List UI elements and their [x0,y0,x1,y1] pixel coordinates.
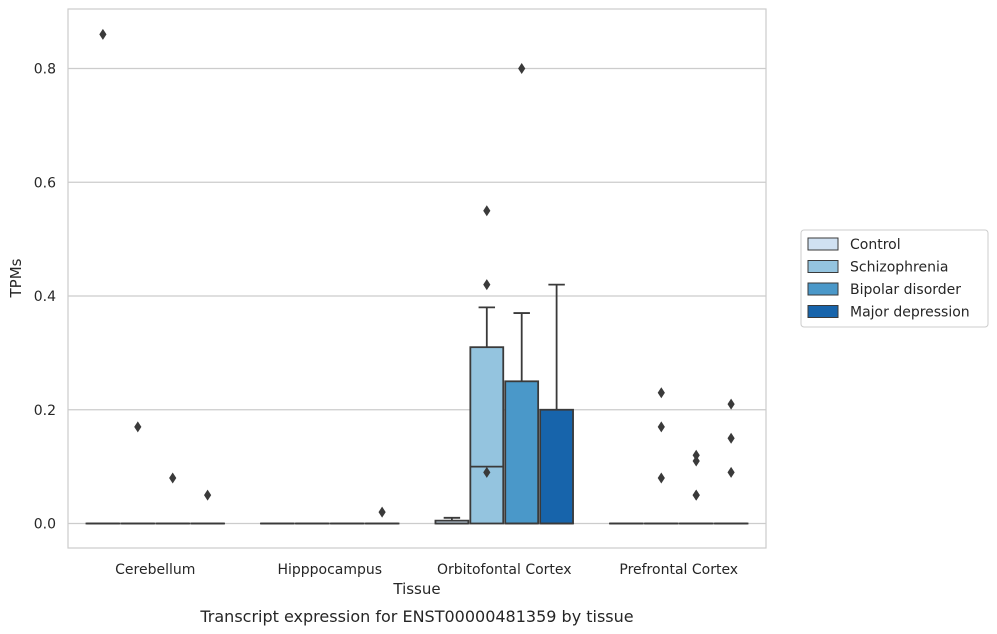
plot-frame [67,8,767,549]
x-axis-label: Tissue [392,580,440,598]
outlier-point [134,421,142,433]
outlier-point [692,489,700,501]
y-axis-label: TPMs [7,258,25,298]
box-control [85,28,121,525]
legend: Control Schizophrenia Bipolar disorder Majo… [800,229,989,328]
outlier-point [483,466,491,478]
legend-swatch [807,305,839,318]
box-major-depression [190,489,225,525]
outlier-point [378,506,386,518]
x-tick-label: Orbitofontal Cortex [437,562,572,578]
x-tick-labels: Cerebellum Hipppocampus Orbitofontal Corte… [115,562,738,578]
box-bipolar-disorder [504,63,540,525]
x-tick-label: Cerebellum [115,562,195,578]
x-tick-label: Hipppocampus [277,562,382,578]
legend-label: Bipolar disorder [850,282,961,298]
box-iqr [539,408,574,525]
box-bipolar-disorder [155,472,191,525]
y-tick-label: 0.8 [34,62,56,78]
outlier-point [169,472,177,484]
outlier-point [727,432,735,444]
box-iqr [469,346,505,525]
box-series [85,28,749,525]
box-control [434,516,470,525]
outlier-point [727,398,735,410]
outlier-point [99,28,107,40]
outlier-point [657,421,665,433]
chart-caption: Transcript expression for ENST0000048135… [199,607,633,626]
outlier-point [692,455,700,467]
outlier-point [204,489,212,501]
box-major-depression [364,506,400,525]
box-schizophrenia [643,387,679,525]
y-tick-labels: 0.0 0.2 0.4 0.6 0.8 [34,62,56,533]
y-tick-label: 0.4 [34,289,56,305]
box-major-depression [539,283,574,525]
legend-swatch [807,282,839,296]
y-tick-label: 0.0 [34,517,56,533]
y-tick-label: 0.2 [34,403,56,419]
y-tick-label: 0.6 [34,175,56,191]
legend-label: Control [850,237,901,253]
box-schizophrenia [120,421,156,525]
outlier-point [657,472,665,484]
outlier-point [692,449,700,461]
box-bipolar-disorder [678,449,714,525]
outlier-point [483,205,491,217]
legend-swatch [807,237,839,251]
legend-label: Schizophrenia [850,260,948,276]
outlier-point [483,279,491,291]
legend-frame [800,229,989,328]
outlier-point [518,63,526,74]
gridlines [68,67,766,525]
outlier-point [727,466,735,478]
box-major-depression [713,398,749,525]
x-tick-label: Prefrontal Cortex [619,562,738,578]
legend-label: Major depression [850,305,970,321]
box-schizophrenia [469,205,505,525]
outlier-point [657,387,665,399]
box-iqr [504,380,540,525]
legend-swatch [807,260,839,273]
